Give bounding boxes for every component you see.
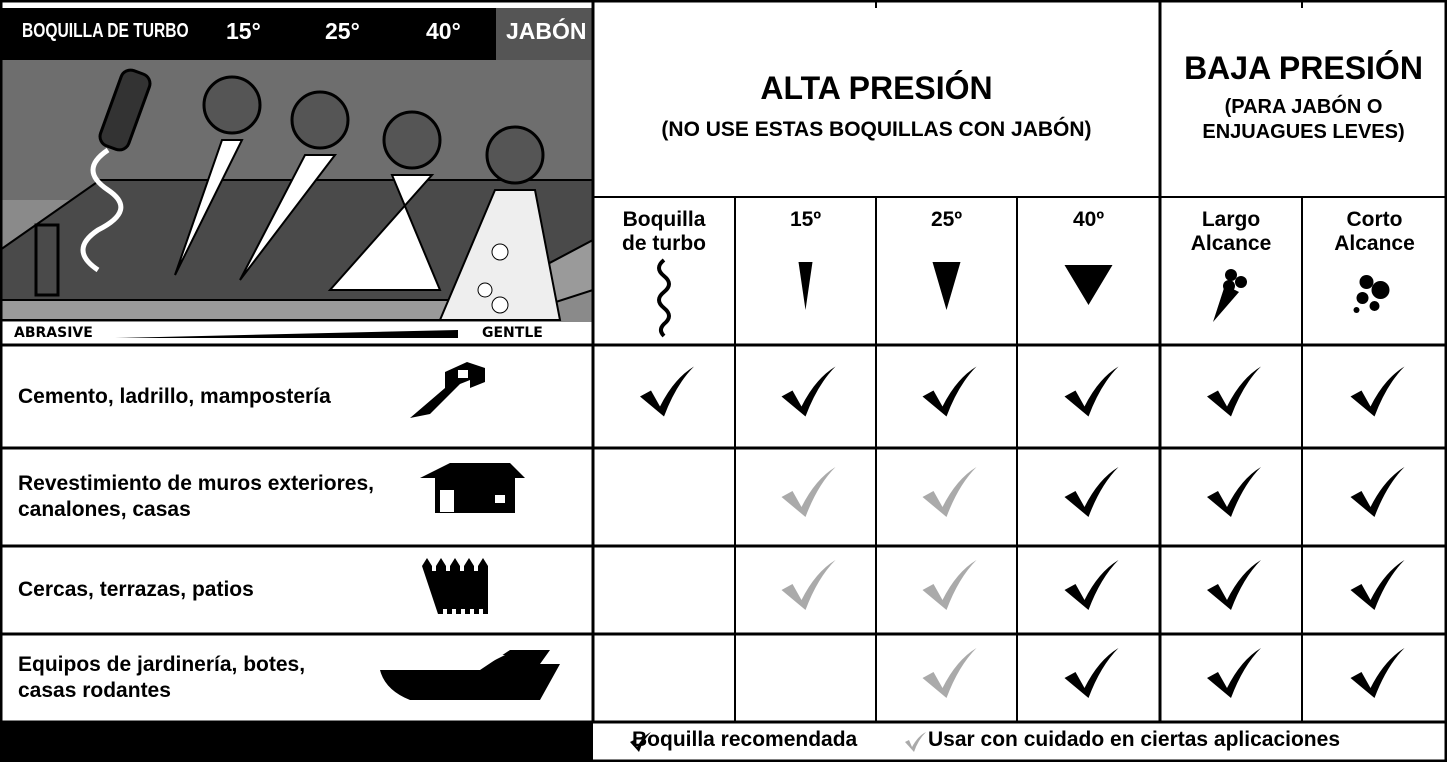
nozzle-header: Largo Alcance bbox=[1160, 208, 1302, 256]
nozzle-icon bbox=[1359, 275, 1374, 289]
check-recommended bbox=[1207, 467, 1261, 517]
check-recommended bbox=[1350, 648, 1405, 698]
nozzle-label: 15º bbox=[789, 208, 822, 231]
nozzle-icon bbox=[657, 258, 671, 338]
check-recommended bbox=[1064, 648, 1119, 698]
nozzle-icon bbox=[1369, 301, 1380, 311]
nozzle-icon bbox=[1223, 280, 1235, 292]
nozzle-label: Alcance bbox=[1334, 232, 1415, 255]
nozzle-icon bbox=[1353, 307, 1360, 313]
low-pressure-title: BAJA PRESIÓN bbox=[1184, 50, 1423, 86]
legend-check-caution bbox=[905, 732, 926, 752]
row-label: Cercas, terrazas, patios bbox=[18, 577, 254, 603]
check-caution bbox=[781, 467, 836, 517]
check-recommended bbox=[1064, 366, 1119, 417]
illustration-label: JABÓN bbox=[506, 18, 587, 44]
high-pressure-subtitle: (NO USE ESTAS BOQUILLAS CON JABÓN) bbox=[661, 118, 1092, 141]
nozzle-icon bbox=[1356, 292, 1369, 304]
nozzle-label: Corto bbox=[1346, 208, 1403, 231]
row-label: Cemento, ladrillo, mampostería bbox=[18, 384, 331, 410]
nozzle-label: Boquilla bbox=[622, 208, 706, 231]
check-recommended bbox=[1350, 467, 1405, 517]
row-label-line: casas rodantes bbox=[18, 679, 171, 702]
nozzle-icon bbox=[1213, 285, 1239, 322]
scale-bar-bg bbox=[0, 322, 593, 345]
illustration-header bbox=[0, 8, 593, 60]
check-caution bbox=[922, 560, 977, 610]
legend-caution: Usar con cuidado en ciertas aplicaciones bbox=[928, 728, 1340, 751]
footer-block bbox=[0, 722, 593, 762]
nozzle-icon bbox=[798, 262, 813, 310]
check-recommended bbox=[640, 366, 694, 417]
nozzle-label: Alcance bbox=[1190, 232, 1272, 255]
check-recommended bbox=[1350, 560, 1405, 610]
nozzle-icon bbox=[1225, 269, 1237, 281]
nozzle-label: de turbo bbox=[622, 232, 706, 255]
nozzle-label: 40º bbox=[1072, 208, 1105, 231]
nozzle-icon bbox=[1064, 265, 1113, 305]
check-recommended bbox=[1064, 467, 1119, 517]
soap-label-bg bbox=[496, 8, 593, 60]
subtitle-line: (PARA JABÓN O bbox=[1224, 96, 1383, 118]
nozzle-header: 25º bbox=[876, 208, 1017, 232]
check-recommended bbox=[922, 366, 977, 417]
illustration-label: BOQUILLA DE TURBO bbox=[22, 20, 189, 42]
check-recommended bbox=[781, 366, 836, 417]
row-label-line: Cemento, ladrillo, mampostería bbox=[18, 384, 331, 408]
scale-wedge bbox=[115, 330, 458, 338]
nozzle-label: Largo bbox=[1201, 208, 1261, 231]
row-label: Equipos de jardinería, botes, casas rodan… bbox=[18, 652, 305, 704]
illustration-label: 15° bbox=[226, 18, 261, 44]
row-label: Revestimiento de muros exteriores, canalo… bbox=[18, 471, 374, 523]
row-label-line: Cercas, terrazas, patios bbox=[18, 578, 254, 601]
row-label-line: Equipos de jardinería, botes, bbox=[18, 653, 306, 676]
illustration-label: 40° bbox=[426, 18, 461, 44]
check-caution bbox=[781, 560, 836, 610]
subtitle-line: ENJUAGUES LEVES) bbox=[1202, 121, 1405, 143]
nozzle-icon bbox=[1235, 276, 1247, 288]
nozzle-header: Corto Alcance bbox=[1302, 208, 1447, 256]
legend-recommended: Boquilla recomendada bbox=[632, 728, 858, 751]
low-pressure-subtitle: (PARA JABÓN O ENJUAGUES LEVES) bbox=[1160, 95, 1447, 145]
legend-check-recommended bbox=[630, 732, 651, 752]
scale-right: GENTLE bbox=[482, 325, 543, 341]
check-caution bbox=[922, 648, 977, 698]
row-label-line: canalones, casas bbox=[18, 498, 191, 521]
check-recommended bbox=[1064, 560, 1119, 610]
nozzles-art bbox=[34, 68, 562, 321]
illustration-label: 25° bbox=[325, 18, 360, 44]
nozzle-icon bbox=[932, 262, 961, 310]
check-recommended bbox=[1350, 366, 1405, 417]
nozzle-header: Boquilla de turbo bbox=[593, 208, 735, 256]
row-icons bbox=[380, 362, 560, 700]
scale-left: ABRASIVE bbox=[14, 325, 93, 341]
nozzle-header: 40º bbox=[1017, 208, 1160, 232]
row-label-line: Revestimiento de muros exteriores, bbox=[18, 472, 374, 495]
check-recommended bbox=[1207, 560, 1261, 610]
check-recommended bbox=[1207, 366, 1261, 417]
nozzle-icon bbox=[1371, 281, 1390, 299]
high-pressure-title: ALTA PRESIÓN bbox=[760, 70, 993, 106]
check-recommended bbox=[1207, 648, 1261, 698]
check-caution bbox=[922, 467, 977, 517]
nozzle-header: 15º bbox=[735, 208, 876, 232]
nozzle-label: 25º bbox=[930, 208, 963, 231]
